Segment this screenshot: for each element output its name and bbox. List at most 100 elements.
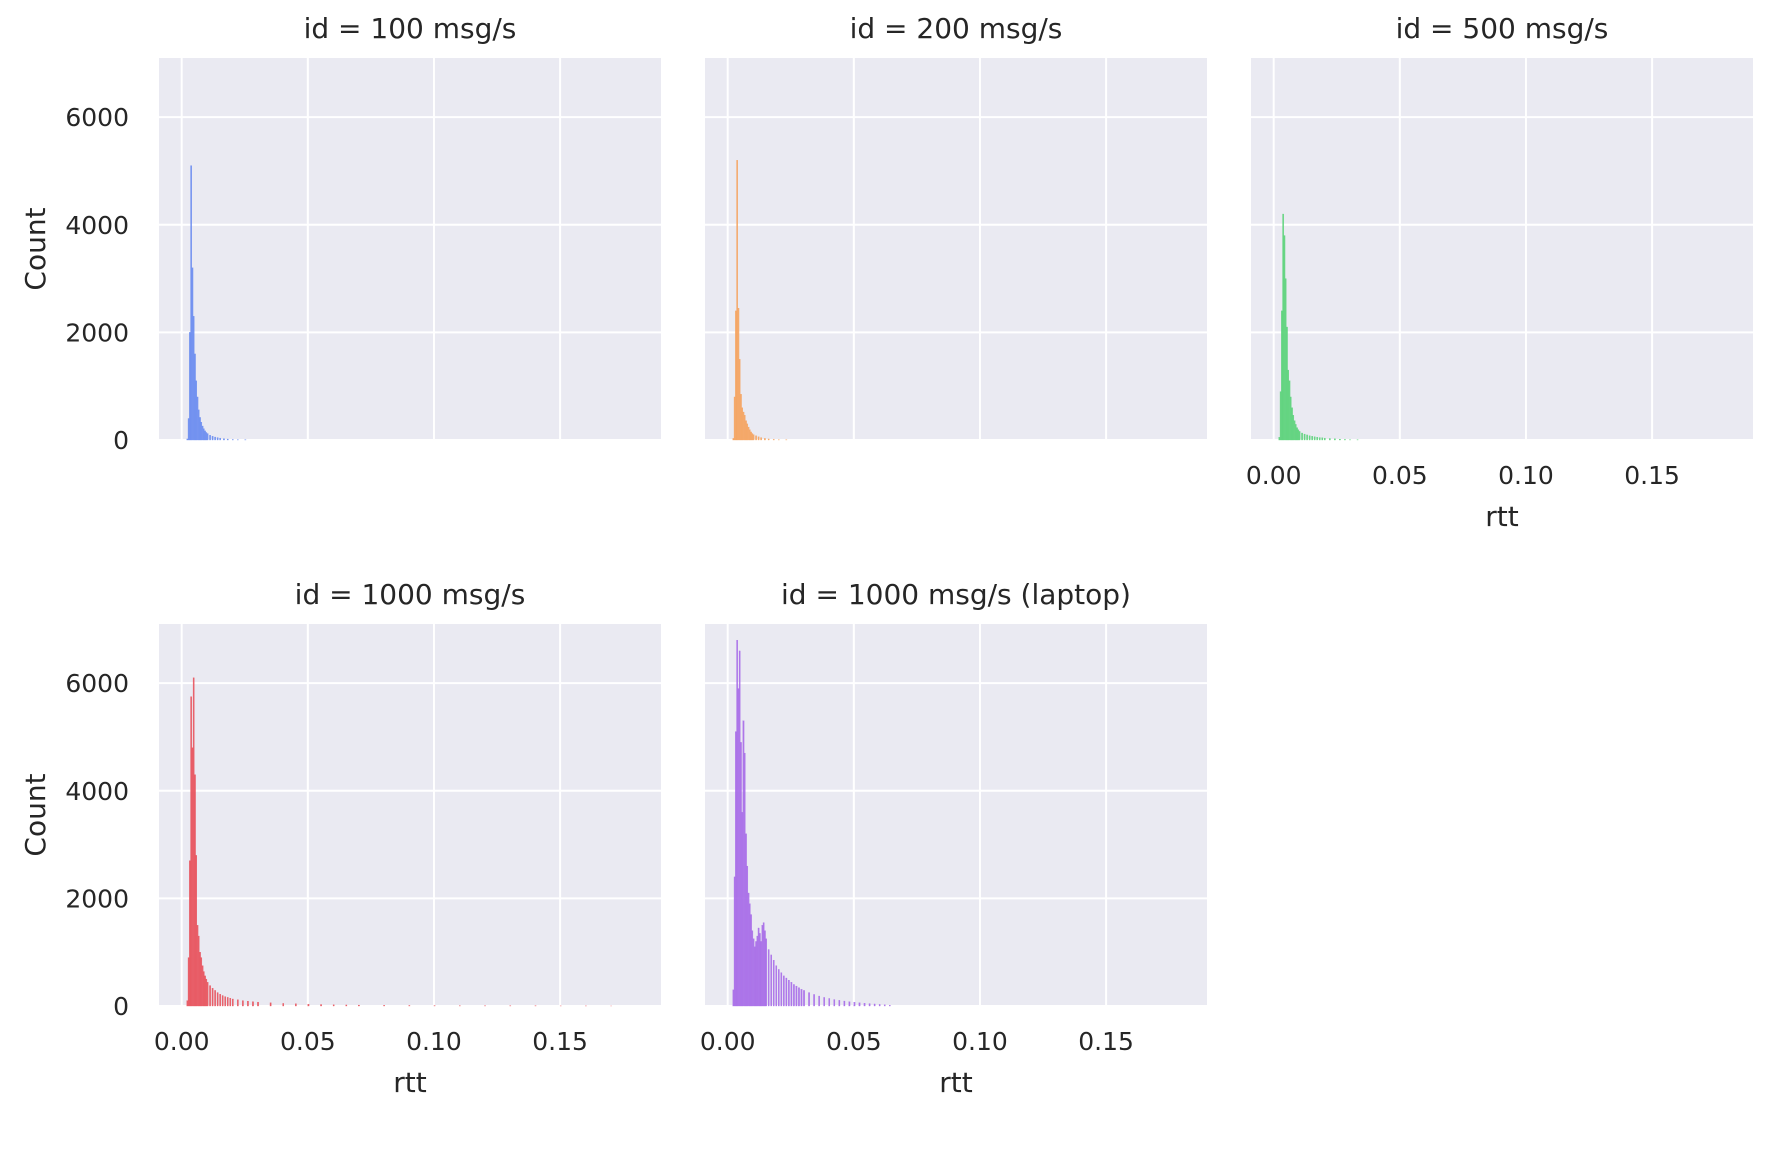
- histogram-bar: [383, 1005, 385, 1007]
- histogram-bar: [219, 994, 221, 1007]
- histogram-bar: [752, 434, 755, 441]
- facet-panel: id = 200 msg/s: [705, 12, 1207, 441]
- histogram-bar: [746, 423, 749, 441]
- histogram-bar: [221, 995, 224, 1007]
- y-axis-label: Count: [19, 207, 52, 290]
- histogram-bar: [192, 316, 195, 441]
- histogram-bar: [818, 995, 820, 1007]
- histogram-bar: [229, 998, 232, 1007]
- histogram-bar: [772, 439, 775, 441]
- histogram-bar: [755, 941, 757, 1007]
- histogram-bar: [737, 308, 740, 441]
- x-tick-label: 0.15: [532, 1027, 588, 1056]
- histogram-bar: [793, 984, 795, 1007]
- histogram-bar: [224, 996, 226, 1007]
- x-tick-label: 0.00: [700, 1027, 756, 1056]
- histogram-bar: [206, 982, 209, 1007]
- histogram-bar: [1339, 438, 1341, 441]
- histogram-bar: [1303, 433, 1306, 441]
- histogram-bar: [197, 935, 200, 1007]
- panel-title: id = 500 msg/s: [1396, 12, 1609, 45]
- histogram-bar: [813, 994, 815, 1007]
- histogram-bar: [738, 359, 741, 441]
- y-axis-label: Count: [19, 773, 52, 856]
- histogram-bar: [199, 417, 201, 441]
- histogram-bar: [216, 992, 219, 1007]
- y-tick-label: 0: [113, 992, 129, 1021]
- histogram-bar: [187, 418, 190, 441]
- histogram-bar: [788, 980, 790, 1007]
- histogram-bar: [843, 1000, 846, 1007]
- histogram-bar: [1316, 437, 1318, 441]
- histogram-bar: [775, 965, 778, 1007]
- histogram-bar: [219, 437, 221, 441]
- histogram-bar: [1293, 420, 1296, 441]
- plot-background: [1251, 58, 1753, 440]
- histogram-bar: [741, 407, 743, 441]
- x-tick-label: 0.15: [1624, 461, 1680, 490]
- histogram-bar: [201, 965, 204, 1007]
- histogram-bar: [759, 933, 761, 1007]
- histogram-bar: [833, 999, 836, 1007]
- histogram-bar: [760, 437, 762, 441]
- x-tick-label: 0.00: [1246, 461, 1302, 490]
- facet-panel: id = 500 msg/s 0.00 0.05 0.10 0.15 rtt: [1246, 12, 1753, 533]
- histogram-bar: [1334, 438, 1336, 441]
- histogram-bar: [199, 952, 201, 1007]
- y-tick-label: 0: [113, 426, 129, 455]
- histogram-bar: [748, 429, 751, 441]
- histogram-bar: [736, 160, 738, 441]
- histogram-bar: [1318, 437, 1321, 441]
- histogram-bar: [795, 985, 798, 1007]
- histogram-bar: [747, 892, 750, 1007]
- histogram-bar: [755, 435, 757, 441]
- histogram-bar: [790, 982, 793, 1007]
- histogram-bar: [194, 774, 196, 1007]
- histogram-bar: [808, 992, 810, 1007]
- histogram-bar: [1301, 432, 1303, 441]
- histogram-bar: [201, 425, 204, 441]
- histogram-bar: [770, 954, 772, 1007]
- histogram-bar: [209, 985, 211, 1007]
- histogram-bar: [828, 998, 831, 1007]
- histogram-bar: [191, 267, 194, 441]
- histogram-bar: [195, 380, 197, 441]
- y-tick-label: 6000: [65, 669, 129, 698]
- histogram-bar: [838, 1000, 841, 1007]
- plot-background: [159, 624, 661, 1006]
- plot-background: [705, 58, 1207, 440]
- histogram-bar: [186, 1000, 189, 1007]
- histogram-bar: [745, 420, 747, 441]
- histogram-bar: [754, 946, 756, 1007]
- histogram-bar: [223, 438, 225, 441]
- histogram-bar: [187, 957, 190, 1007]
- x-tick-label: 0.10: [406, 1027, 462, 1056]
- histogram-bar: [733, 396, 736, 441]
- histogram-bar: [1283, 235, 1286, 441]
- histogram-bar: [226, 438, 229, 441]
- histogram-bar: [883, 1004, 886, 1007]
- histogram-bar: [191, 747, 194, 1007]
- histogram-bar: [232, 439, 234, 441]
- histogram-bar: [764, 438, 766, 441]
- histogram-bar: [752, 938, 755, 1007]
- histogram-bar: [206, 433, 209, 441]
- panel-title: id = 1000 msg/s (laptop): [781, 578, 1131, 611]
- histogram-bar: [358, 1004, 360, 1007]
- histogram-bar: [214, 990, 216, 1007]
- histogram-bar: [332, 1004, 335, 1007]
- histogram-bar: [242, 1000, 244, 1007]
- histogram-bar: [732, 438, 735, 441]
- histogram-bar: [778, 969, 780, 1007]
- histogram-bar: [873, 1003, 876, 1007]
- plot-background: [705, 624, 1207, 1006]
- histogram-bar: [200, 957, 203, 1007]
- histogram-bar: [757, 436, 760, 441]
- x-axis-label: rtt: [939, 1066, 972, 1099]
- x-axis-label: rtt: [1485, 500, 1518, 533]
- histogram-bar: [863, 1003, 866, 1007]
- histogram-bar: [209, 435, 211, 441]
- histogram-bar: [740, 742, 742, 1007]
- histogram-bar: [746, 865, 749, 1007]
- histogram-bar: [1284, 278, 1287, 441]
